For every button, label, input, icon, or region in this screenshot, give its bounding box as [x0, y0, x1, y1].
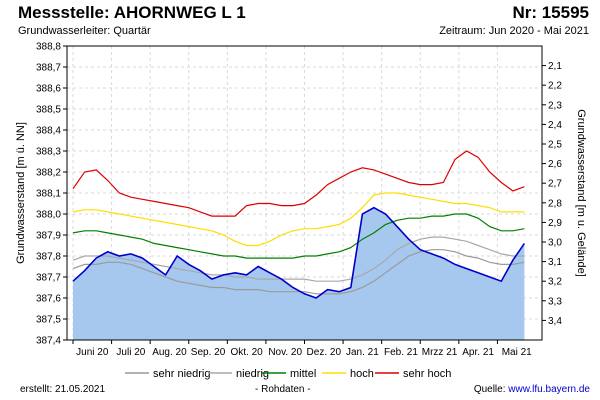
y-tick-label: 388,8	[36, 42, 61, 53]
legend-label-niedrig: niedrig	[236, 368, 269, 380]
x-tick-label: Nov. 20	[268, 347, 302, 358]
y-axis-ticks: 388,8 388,7 388,6 388,5 388,4 388,3 388,2 388,1…	[36, 42, 67, 347]
source-link[interactable]: www.lfu.bayern.de	[508, 384, 590, 395]
y2-tick-label: 2,9	[548, 218, 562, 229]
y-tick-label: 388,1	[36, 189, 61, 200]
x-tick-label: Aug. 20	[152, 347, 187, 358]
y-tick-label: 388,3	[36, 147, 61, 158]
y-tick-label: 388,4	[36, 126, 61, 137]
raw-data-note: - Rohdaten -	[255, 384, 311, 395]
series-line-mittel	[72, 213, 525, 259]
created-date: erstellt: 21.05.2021	[20, 384, 106, 395]
x-tick-label: Dez. 20	[307, 347, 342, 358]
x-tick-label: Sep. 20	[191, 347, 226, 358]
period-label: Zeitraum: Jun 2020 - Mai 2021	[439, 25, 589, 37]
x-tick-label: Jan. 21	[346, 347, 379, 358]
y2-tick-label: 3,3	[548, 296, 562, 307]
x-tick-label: Mai 21	[502, 347, 532, 358]
y-tick-label: 387,8	[36, 252, 61, 263]
y2-tick-label: 2,6	[548, 159, 562, 170]
y2-axis-ticks: 2,1 2,2 2,3 2,4 2,5 2,6 2,7 2,8 2,9 3,0 3,1 3,2 3,3 3…	[542, 61, 562, 327]
series-line-hoch	[72, 192, 525, 247]
y2-tick-label: 2,4	[548, 120, 562, 131]
y2-tick-label: 3,1	[548, 257, 562, 268]
legend-label-sehr-hoch: sehr hoch	[403, 368, 451, 380]
x-tick-label: Feb. 21	[384, 347, 418, 358]
x-tick-label: Mrzz 21	[422, 347, 458, 358]
station-number: Nr: 15595	[512, 3, 589, 22]
y2-tick-label: 3,4	[548, 316, 562, 327]
y2-tick-label: 2,2	[548, 81, 562, 92]
y2-tick-label: 2,8	[548, 198, 562, 209]
y2-axis-label: Grundwasserstand [m u. Gelände]	[575, 109, 587, 277]
y-tick-label: 387,6	[36, 294, 61, 305]
y-tick-label: 387,9	[36, 231, 61, 242]
legend: sehr niedrig niedrig mittel hoch sehr hoch	[125, 368, 451, 380]
series-line-sehr-niedrig	[72, 249, 525, 295]
source-label: Quelle:	[473, 384, 506, 395]
x-axis-ticks: Juni 20 Juli 20 Aug. 20 Sep. 20 Okt. 20 Nov. …	[72, 340, 532, 358]
measured-area-layer	[73, 207, 525, 340]
y-tick-label: 388,6	[36, 84, 61, 95]
y-axis-label: Grundwasserstand [m ü. NN]	[15, 122, 27, 264]
y-tick-label: 387,5	[36, 315, 61, 326]
legend-label-hoch: hoch	[350, 368, 374, 380]
measured-area	[73, 207, 525, 340]
aquifer-label: Grundwasserleiter: Quartär	[18, 25, 151, 37]
y-tick-label: 388,7	[36, 63, 61, 74]
y2-tick-label: 3,2	[548, 277, 562, 288]
x-tick-label: Juni 20	[76, 347, 109, 358]
x-tick-label: Okt. 20	[231, 347, 264, 358]
source: Quelle: www.lfu.bayern.de	[474, 384, 590, 395]
y2-tick-label: 2,5	[548, 140, 562, 151]
x-tick-label: Apr. 21	[462, 347, 494, 358]
y-tick-label: 387,4	[36, 336, 61, 347]
x-tick-label: Juli 20	[116, 347, 145, 358]
y2-tick-label: 2,7	[548, 179, 562, 190]
legend-label-sehr-niedrig: sehr niedrig	[153, 368, 210, 380]
legend-label-mittel: mittel	[290, 368, 316, 380]
series-line-niedrig	[72, 236, 525, 282]
y-tick-label: 388,2	[36, 168, 61, 179]
y-tick-label: 387,7	[36, 273, 61, 284]
y-tick-label: 388,0	[36, 210, 61, 221]
statistic-lines-layer	[72, 150, 526, 299]
series-line-measured	[72, 206, 526, 299]
y2-tick-label: 2,1	[548, 61, 562, 72]
y2-tick-label: 3,0	[548, 238, 562, 249]
series-line-sehr-hoch	[72, 150, 525, 217]
y2-tick-label: 2,3	[548, 100, 562, 111]
y-tick-label: 388,5	[36, 105, 61, 116]
station-title: Messstelle: AHORNWEG L 1	[18, 3, 246, 22]
